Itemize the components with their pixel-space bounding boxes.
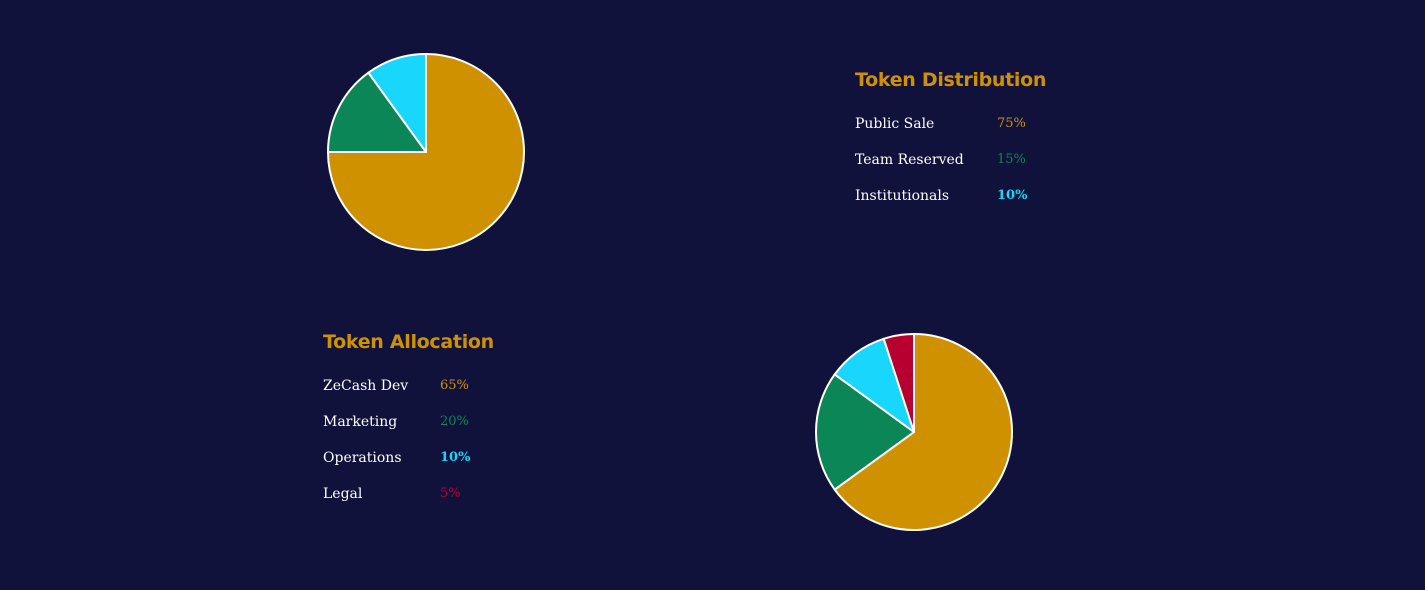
pie-slice-marketing xyxy=(815,373,915,491)
legend-row-legal: Legal 5% xyxy=(323,484,494,520)
token-distribution-legend: Token Distribution Public Sale 75% Team … xyxy=(855,66,1046,222)
token-allocation-legend: Token Allocation ZeCash Dev 65% Marketin… xyxy=(323,328,494,520)
legend-value: 10% xyxy=(440,450,471,465)
legend-label: Marketing xyxy=(323,414,398,430)
token-distribution-title: Token Distribution xyxy=(855,69,1047,91)
legend-value: 10% xyxy=(997,188,1028,203)
token-allocation-pie xyxy=(815,333,1013,531)
token-allocation-title: Token Allocation xyxy=(323,331,494,353)
legend-label: Team Reserved xyxy=(855,152,964,168)
legend-value: 75% xyxy=(997,116,1026,131)
pie-slice-zecash-dev xyxy=(833,333,1013,531)
legend-row-public-sale: Public Sale 75% xyxy=(855,114,1046,150)
legend-label: ZeCash Dev xyxy=(323,378,409,394)
legend-value: 20% xyxy=(440,414,469,429)
pie-slice-legal xyxy=(882,333,915,433)
legend-row-zecash-dev: ZeCash Dev 65% xyxy=(323,376,494,412)
pie-slice-public-sale xyxy=(327,53,525,251)
legend-label: Operations xyxy=(323,450,402,466)
legend-label: Institutionals xyxy=(855,188,950,204)
pie-slice-team-reserved xyxy=(327,71,427,153)
legend-row-team-reserved: Team Reserved 15% xyxy=(855,150,1046,186)
legend-row-institutionals: Institutionals 10% xyxy=(855,186,1046,222)
legend-value: 5% xyxy=(440,486,461,501)
token-distribution-pie xyxy=(327,53,525,251)
legend-value: 15% xyxy=(997,152,1026,167)
legend-row-operations: Operations 10% xyxy=(323,448,494,484)
legend-label: Legal xyxy=(323,486,363,502)
legend-label: Public Sale xyxy=(855,116,935,132)
legend-row-marketing: Marketing 20% xyxy=(323,412,494,448)
pie-slice-institutionals xyxy=(367,53,427,153)
legend-value: 65% xyxy=(440,378,469,393)
